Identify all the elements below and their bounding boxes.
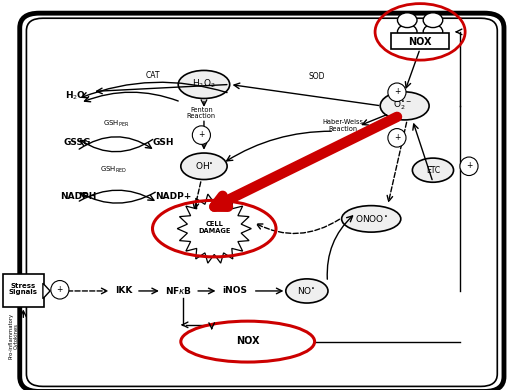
Text: NADP+: NADP+ <box>155 192 191 201</box>
Text: CAT: CAT <box>146 71 160 80</box>
Text: +: + <box>394 87 400 96</box>
FancyBboxPatch shape <box>391 33 449 49</box>
Text: Stress
Signals: Stress Signals <box>9 283 38 295</box>
Ellipse shape <box>388 83 406 102</box>
Text: IKK: IKK <box>116 287 133 296</box>
Ellipse shape <box>397 25 417 39</box>
Ellipse shape <box>423 13 443 28</box>
Ellipse shape <box>460 157 478 176</box>
Ellipse shape <box>412 158 454 182</box>
Ellipse shape <box>178 70 230 99</box>
Text: OH$^{\bullet}$: OH$^{\bullet}$ <box>195 160 214 171</box>
Text: +: + <box>57 285 63 294</box>
Text: CELL
DAMAGE: CELL DAMAGE <box>198 221 231 234</box>
Text: iNOS: iNOS <box>222 287 247 296</box>
Text: O$^{\bullet-}_2$: O$^{\bullet-}_2$ <box>393 99 412 112</box>
Ellipse shape <box>342 206 401 232</box>
Text: GSH: GSH <box>152 138 173 147</box>
Text: GSSG: GSSG <box>63 138 90 147</box>
Text: ONOO$^{\bullet}$: ONOO$^{\bullet}$ <box>354 213 388 224</box>
Text: Fenton
Reaction: Fenton Reaction <box>187 107 216 119</box>
Text: H$_2$O$_2$: H$_2$O$_2$ <box>192 77 216 90</box>
Polygon shape <box>43 283 50 299</box>
Text: SOD: SOD <box>309 72 326 81</box>
Text: NOX: NOX <box>408 37 432 47</box>
Ellipse shape <box>423 25 443 39</box>
Text: NOX: NOX <box>236 336 260 346</box>
Text: H$_2$O: H$_2$O <box>64 90 86 102</box>
FancyBboxPatch shape <box>20 13 504 391</box>
Polygon shape <box>177 194 251 263</box>
Ellipse shape <box>181 153 227 179</box>
Ellipse shape <box>380 92 429 120</box>
Text: NO$^{\bullet}$: NO$^{\bullet}$ <box>298 285 316 296</box>
Ellipse shape <box>286 279 328 303</box>
Text: GSH$_{\sf PER}$: GSH$_{\sf PER}$ <box>103 118 130 129</box>
Ellipse shape <box>181 321 315 362</box>
Text: GSH$_{\sf RED}$: GSH$_{\sf RED}$ <box>100 165 127 175</box>
Text: ETC: ETC <box>426 166 440 175</box>
Text: +: + <box>466 161 472 170</box>
Text: +: + <box>394 133 400 142</box>
Ellipse shape <box>397 13 417 28</box>
Ellipse shape <box>192 126 211 144</box>
Text: Pro-inflammatory
Cytokines: Pro-inflammatory Cytokines <box>8 313 19 359</box>
Text: NADPH: NADPH <box>60 192 96 201</box>
Ellipse shape <box>388 129 406 147</box>
Text: +: + <box>198 130 204 139</box>
FancyBboxPatch shape <box>3 274 44 307</box>
Text: Haber-Weiss
Reaction: Haber-Weiss Reaction <box>322 119 363 132</box>
Text: NF$\kappa$B: NF$\kappa$B <box>165 285 192 296</box>
Ellipse shape <box>51 280 69 299</box>
